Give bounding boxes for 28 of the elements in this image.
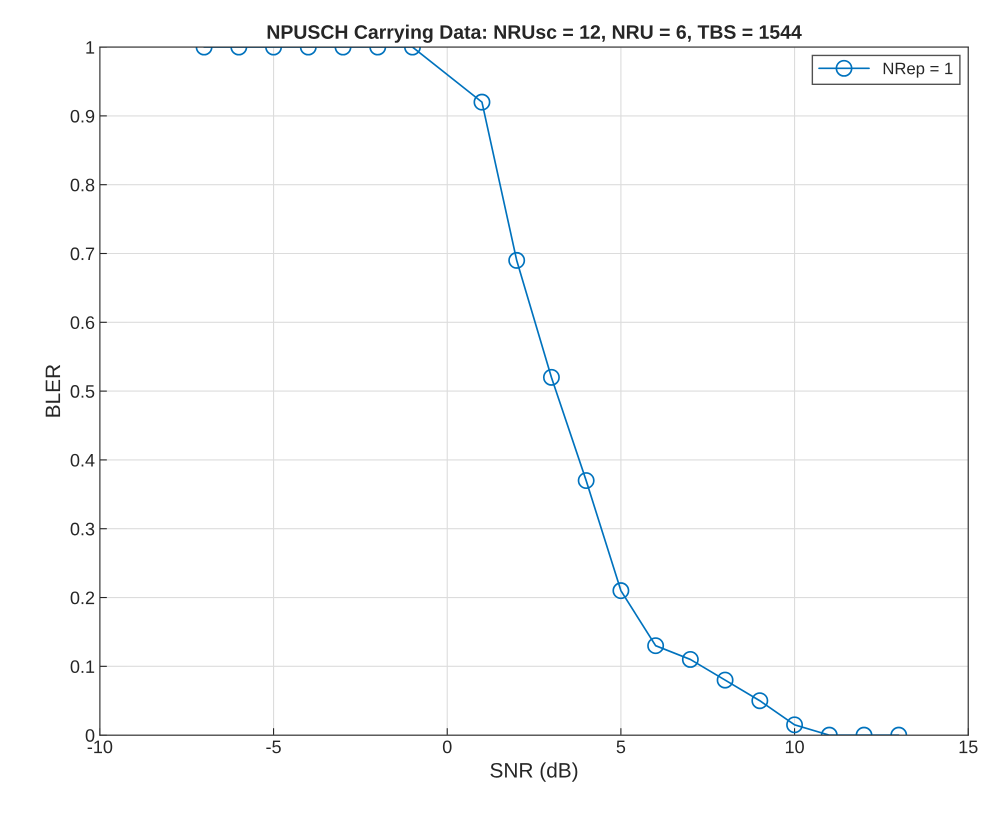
y-tick-label: 0.8 xyxy=(70,178,94,192)
chart-title: NPUSCH Carrying Data: NRUsc = 12, NRU = 6, TBS = 1544 xyxy=(268,24,802,43)
y-axis-title: BLER xyxy=(46,364,60,417)
x-tick-label: -5 xyxy=(266,740,281,754)
y-tick-label: 0.5 xyxy=(70,385,94,398)
y-tick-label: 0.3 xyxy=(70,522,94,536)
y-tick-label: 0.6 xyxy=(70,316,94,330)
y-tick-label: 0.7 xyxy=(70,247,94,260)
point xyxy=(578,472,595,490)
y-tick-label: 0.1 xyxy=(70,660,94,674)
x-tick-label: -10 xyxy=(88,740,112,754)
y-tick-label: 0.4 xyxy=(70,454,94,467)
y-tick-label: 1 xyxy=(86,41,94,54)
x-tick-label: 10 xyxy=(786,740,804,754)
x-tick-label: 0 xyxy=(442,740,452,754)
point xyxy=(786,716,804,734)
y-tick-label: 0.9 xyxy=(70,110,94,123)
x-axis-title: SNR (dB) xyxy=(490,762,578,782)
x-tick-label: 5 xyxy=(616,740,626,754)
point xyxy=(716,672,734,689)
point xyxy=(647,637,664,654)
point xyxy=(612,582,630,600)
point xyxy=(751,692,768,710)
y-tick-label: 0 xyxy=(86,729,94,742)
x-tick-label: 15 xyxy=(960,740,978,754)
point xyxy=(682,650,699,668)
legend-label: NRep = 1 xyxy=(884,62,952,78)
y-tick-label: 0.2 xyxy=(70,591,94,604)
